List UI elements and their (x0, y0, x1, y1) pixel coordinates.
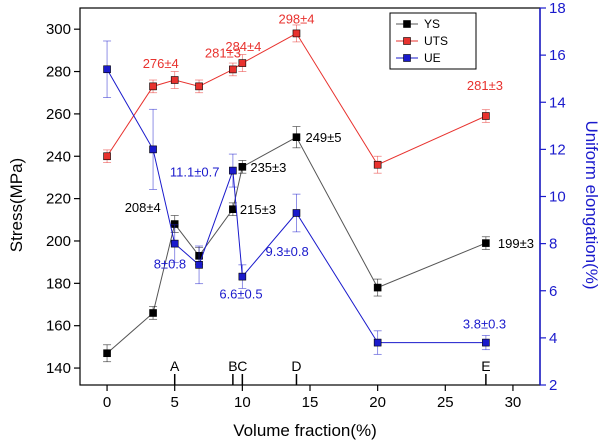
data-point (149, 82, 157, 91)
data-point (373, 338, 382, 347)
data-label: 199±3 (498, 236, 534, 251)
data-point (482, 239, 490, 247)
data-point (229, 65, 237, 74)
data-label: 3.8±0.3 (463, 317, 506, 332)
series-ue (103, 40, 490, 355)
data-point (238, 59, 247, 67)
y-axis-left-title: Stress(MPa) (7, 158, 26, 252)
legend-marker (403, 20, 411, 28)
data-point (373, 283, 382, 292)
y-right-tick-label: 18 (549, 0, 566, 17)
composition-mark-label: D (291, 358, 301, 374)
x-axis-title: Volume fraction(%) (233, 421, 377, 440)
x-tick-label: 10 (234, 394, 251, 411)
legend-label: YS (424, 17, 440, 31)
data-label: 276±4 (143, 56, 179, 71)
data-label: 284±4 (225, 39, 261, 54)
data-label: 8±0.8 (154, 257, 186, 272)
data-label: 281±3 (467, 78, 503, 93)
y-left-tick-label: 180 (46, 275, 71, 292)
y-right-tick-label: 14 (549, 94, 566, 111)
x-tick-label: 15 (302, 394, 319, 411)
y-left-tick-label: 160 (46, 318, 71, 335)
y-right-tick-label: 4 (549, 330, 557, 347)
data-point (482, 112, 490, 120)
legend-marker (403, 37, 411, 45)
y-left-tick-label: 140 (46, 360, 71, 377)
x-tick-label: 5 (171, 394, 179, 411)
y-right-tick-label: 2 (549, 377, 557, 394)
y-left-tick-label: 240 (46, 148, 71, 165)
data-point (292, 209, 301, 217)
data-point (482, 338, 490, 347)
data-point (292, 29, 301, 38)
legend-label: UTS (424, 34, 448, 48)
data-point (229, 166, 237, 175)
data-point (373, 160, 382, 169)
series-uts (103, 24, 490, 174)
composition-mark-label: A (170, 358, 180, 374)
data-point (238, 272, 247, 281)
data-point (103, 65, 111, 74)
data-point (195, 261, 203, 269)
data-point (229, 205, 237, 214)
legend-marker (403, 54, 411, 62)
x-tick-label: 25 (437, 394, 454, 411)
data-label: 6.6±0.5 (219, 287, 262, 302)
x-tick-label: 30 (505, 394, 522, 411)
data-point (170, 76, 179, 84)
data-point (103, 152, 111, 161)
y-axis-right-title: Uniform elongation(%) (582, 120, 600, 289)
composition-mark-label: B (228, 358, 237, 374)
data-label: 298±4 (278, 11, 314, 26)
data-point (195, 82, 203, 91)
y-right-tick-label: 12 (549, 141, 566, 158)
x-tick-label: 0 (103, 394, 111, 411)
y-right-tick-label: 6 (549, 283, 557, 300)
y-left-tick-label: 200 (46, 233, 71, 250)
series-layer (103, 24, 490, 363)
legend-label: UE (424, 51, 441, 65)
data-point (170, 239, 179, 248)
data-point (238, 163, 247, 171)
data-label: 9.3±0.8 (265, 244, 308, 259)
data-label: 11.1±0.7 (170, 165, 220, 180)
data-label: 249±5 (305, 130, 341, 145)
y-right-tick-label: 16 (549, 47, 566, 64)
y-left-tick-label: 280 (46, 64, 71, 81)
y-right-tick-label: 10 (549, 189, 566, 206)
y-left-tick-label: 220 (46, 191, 71, 208)
y-left-tick-label: 300 (46, 21, 71, 38)
composition-mark-label: E (481, 358, 490, 374)
axes-layer: 0 5 10 15 20 25 30 140 160 180 200 220 240 260 280 300 2… (46, 0, 566, 411)
composition-mark-label: C (237, 358, 247, 374)
y-left-tick-label: 260 (46, 106, 71, 123)
x-tick-label: 20 (369, 394, 386, 411)
data-label: 281±3 (205, 45, 241, 60)
data-label: 208±4 (125, 200, 161, 215)
data-label: 235±3 (250, 160, 286, 175)
data-point (149, 145, 157, 154)
y-right-tick-label: 8 (549, 236, 557, 253)
data-label: 215±3 (240, 202, 276, 217)
legend: YS UTS UE (389, 12, 477, 70)
data-point (149, 309, 157, 317)
data-point (103, 349, 111, 358)
data-point (292, 133, 301, 141)
